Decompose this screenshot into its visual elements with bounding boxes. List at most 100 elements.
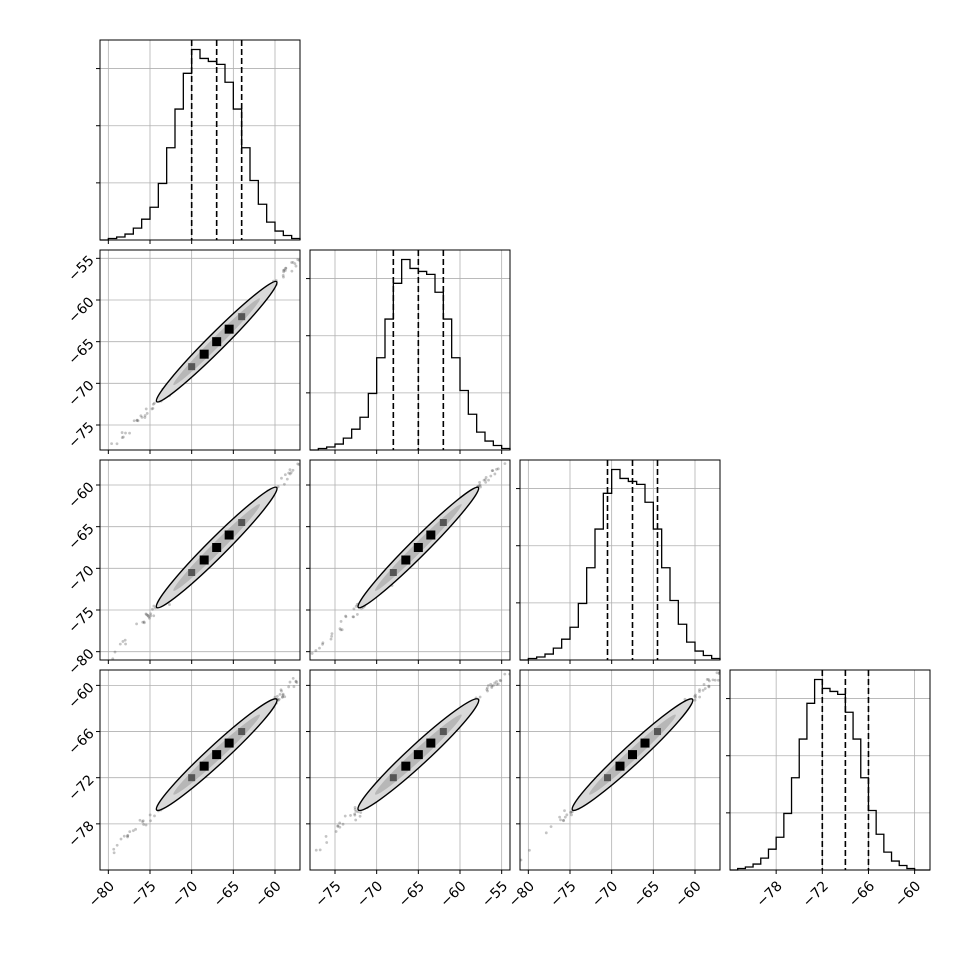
scatter-point [338,821,342,825]
scatter-point [499,679,503,683]
scatter-point [490,469,494,473]
scatter-point [147,615,151,619]
scatter-point [503,462,507,466]
x-tick-label: −80 [506,878,538,910]
scatter-point [291,260,295,264]
scatter-point [145,613,148,616]
scatter-point [112,847,116,851]
scatter-point [526,442,529,445]
density-block [212,337,222,347]
scatter-point [524,437,527,440]
scatter-point [478,481,481,484]
scatter-point [325,841,329,844]
density-block [238,313,246,321]
scatter-point [698,688,701,692]
density-block [439,728,447,736]
density-block [212,750,222,760]
density-block [224,324,234,334]
scatter-point [486,689,489,693]
scatter-point [141,620,145,624]
scatter-point [756,640,759,643]
scatter-point [487,684,490,687]
scatter-point [491,684,495,687]
density-block [401,555,411,565]
scatter-point [703,687,707,690]
scatter-point [330,632,334,635]
scatter-point [559,818,562,822]
y-tick-label: −65 [65,336,97,368]
scatter-point [487,478,490,482]
x-tick-label: −60 [892,878,924,910]
scatter-point [341,822,345,826]
scatter-point [132,419,136,423]
scatter-point [726,666,729,669]
density-block [640,738,650,748]
scatter-point [134,827,138,831]
scatter-point [702,682,706,686]
scatter-point [123,638,127,642]
scatter-point [338,825,342,829]
scatter-point [491,469,495,473]
scatter-point [498,678,502,682]
scatter-point [56,496,59,499]
scatter-point [294,679,298,683]
scatter-point [490,686,494,689]
scatter-point [149,614,153,618]
scatter-point [295,681,299,684]
histogram-step-0 [100,48,301,241]
panel-frame [729,669,931,871]
scatter-point [495,680,498,683]
scatter-point [683,697,687,701]
x-tick-label: −80 [86,878,118,910]
x-tick-label: −60 [672,878,704,910]
density-block [238,519,246,526]
scatter-point [314,649,318,652]
scatter-point [291,677,295,680]
scatter-point [119,837,123,841]
scatter-point [150,407,154,411]
scatter-point [309,666,312,669]
y-tick-label: −75 [65,419,97,451]
panel-content [283,437,529,682]
density-core [188,728,246,782]
scatter-point [168,603,171,606]
scatter-point [330,634,334,638]
scatter-point [283,679,286,682]
scatter-point [294,680,298,684]
scatter-point [344,614,348,618]
scatter-point [489,682,493,686]
scatter-point [292,685,296,689]
scatter-point [489,474,493,478]
scatter-point [317,656,320,659]
scatter-point [120,431,124,434]
scatter-point [334,830,338,833]
scatter-point [698,690,701,693]
y-tick-label: −60 [65,680,97,712]
scatter-point [713,678,717,682]
scatter-point [715,671,719,675]
density-block [413,543,423,552]
scatter-point [151,406,155,410]
scatter-point [276,698,280,702]
scatter-point [314,665,317,668]
scatter-point [343,814,347,818]
scatter-point [311,242,314,245]
panel-frame [519,669,721,871]
scatter-point [493,877,496,880]
scatter-point [300,462,303,465]
scatter-point [321,641,325,645]
scatter-point [339,620,343,623]
density-block [224,530,234,540]
scatter-point [496,467,500,471]
scatter-point [503,672,507,676]
scatter-point [563,809,566,813]
scatter-point [113,650,117,654]
scatter-point [126,834,130,837]
scatter-point [510,866,513,869]
scatter-point [152,614,156,618]
scatter-point [148,616,151,620]
density-block [188,569,196,576]
scatter-point [145,412,149,415]
scatter-point [126,834,129,838]
scatter-point [144,612,148,616]
